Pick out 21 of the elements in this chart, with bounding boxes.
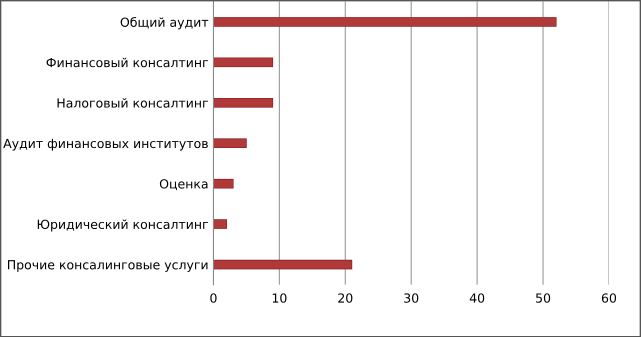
y-tick-label: Юридический консалтинг xyxy=(38,219,208,232)
bar xyxy=(213,17,557,27)
y-tick-label: Оценка xyxy=(160,179,208,190)
y-tick-label: Налоговый консалтинг xyxy=(58,98,208,108)
bar xyxy=(213,178,234,188)
x-tick-label: 40 xyxy=(470,293,484,303)
x-tick-label: 60 xyxy=(602,293,616,303)
y-tick-label: Финансовый консалтинг xyxy=(46,58,208,68)
bar xyxy=(213,58,274,68)
bar xyxy=(213,98,274,108)
y-tick-label: Прочие консалинговые услуги xyxy=(8,260,208,272)
bar xyxy=(213,260,352,270)
x-tick-label: 0 xyxy=(210,293,217,303)
x-tick-label: 30 xyxy=(404,293,418,303)
x-tick-label: 10 xyxy=(272,293,286,303)
x-tick-label: 50 xyxy=(536,293,550,303)
bar xyxy=(213,219,227,229)
bar xyxy=(213,138,247,148)
y-tick-label: Аудит финансовых институтов xyxy=(3,138,208,151)
x-tick-label: 20 xyxy=(338,293,352,303)
y-tick-label: Общий аудит xyxy=(120,17,208,30)
